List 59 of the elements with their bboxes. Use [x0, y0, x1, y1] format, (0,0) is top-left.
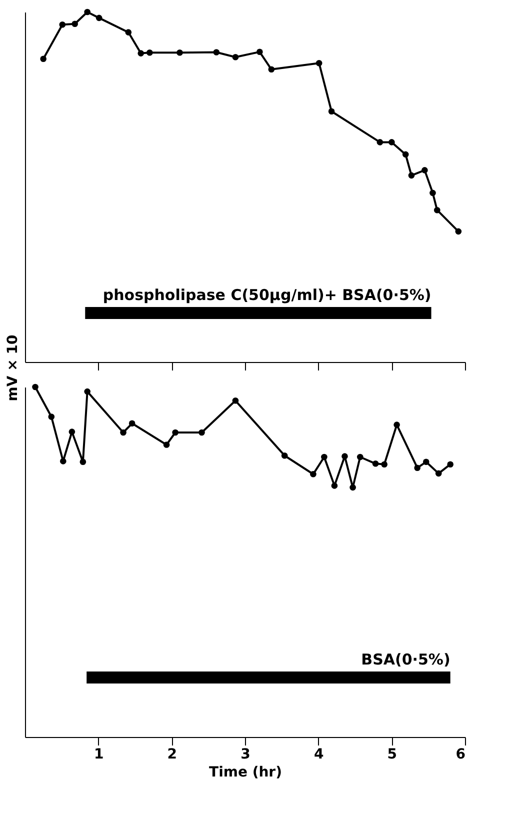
x-tick-label: 1: [94, 746, 104, 762]
point: [356, 454, 364, 460]
point: [316, 60, 322, 66]
point: [32, 384, 38, 390]
point: [125, 29, 132, 36]
point: [59, 21, 66, 28]
x-axis-title: Time (hr): [209, 764, 282, 780]
point: [120, 429, 126, 436]
point: [342, 453, 348, 460]
point: [422, 167, 428, 174]
x-tick-label: 3: [240, 746, 250, 762]
point: [128, 420, 136, 427]
point: [434, 206, 440, 214]
point: [422, 458, 430, 466]
point: [268, 66, 275, 73]
point: [84, 8, 90, 16]
point: [281, 452, 288, 459]
point: [40, 56, 46, 62]
point: [96, 14, 102, 22]
point: [60, 458, 66, 464]
y-axis-title: mV × 10: [5, 334, 21, 402]
x-tick-label: 6: [456, 746, 466, 762]
point: [408, 172, 415, 179]
point: [376, 139, 384, 146]
point: [198, 429, 205, 436]
point: [310, 470, 316, 478]
point: [447, 461, 454, 468]
point: [176, 49, 183, 56]
x-tick-label: 2: [167, 746, 178, 762]
point: [430, 190, 436, 196]
point: [435, 470, 442, 477]
point: [84, 388, 90, 395]
point: [163, 442, 170, 448]
series-label: BSA(0·5%): [361, 650, 450, 668]
point: [232, 54, 239, 60]
point: [146, 49, 153, 56]
point: [68, 428, 76, 435]
point: [72, 20, 78, 28]
point: [381, 461, 388, 468]
point: [138, 50, 144, 56]
point: [455, 228, 462, 235]
point: [256, 48, 263, 56]
point: [321, 454, 328, 460]
point: [402, 151, 409, 158]
x-tick-label: 4: [314, 746, 324, 762]
point: [48, 414, 55, 420]
point: [414, 464, 420, 472]
x-tick-label: 5: [387, 746, 398, 762]
point: [350, 484, 356, 491]
point: [394, 422, 400, 428]
point: [331, 482, 338, 489]
point: [213, 49, 220, 56]
point: [328, 108, 335, 115]
point: [232, 397, 239, 404]
series-label: phospholipase C(50μg/ml)+ BSA(0·5%): [102, 286, 432, 304]
point: [172, 429, 178, 436]
point: [80, 458, 86, 466]
point: [388, 139, 395, 146]
point: [372, 460, 379, 467]
